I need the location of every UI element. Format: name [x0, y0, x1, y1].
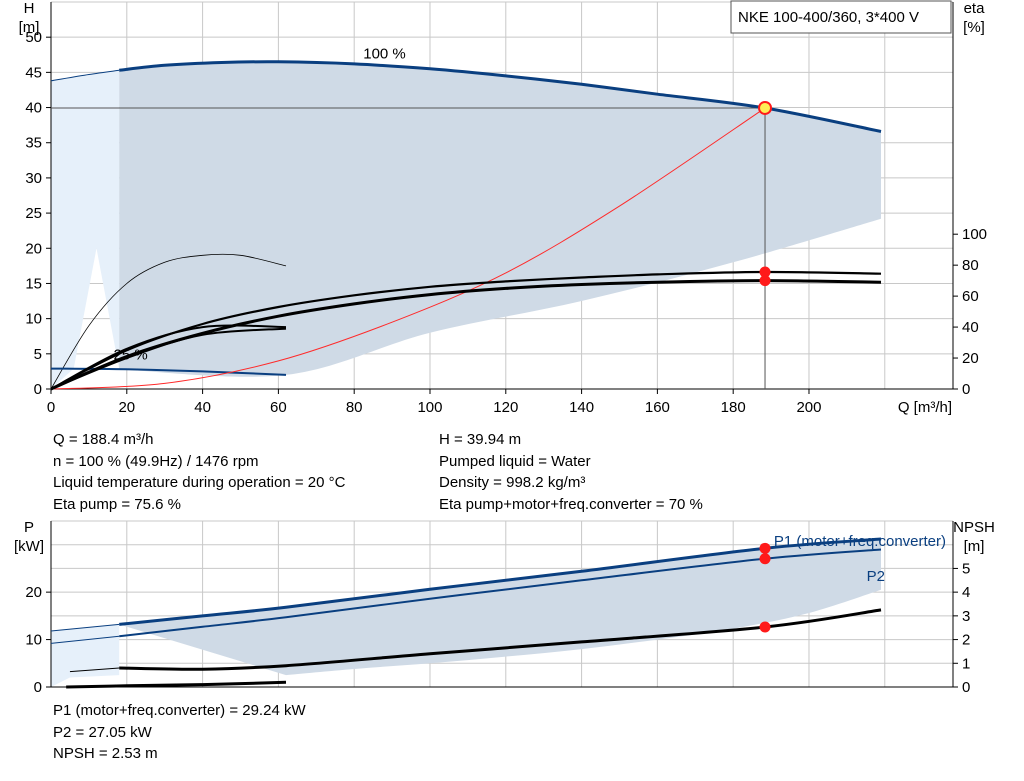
- y2-tick-label: 4: [962, 584, 970, 601]
- x-tick-label: 180: [721, 399, 746, 416]
- y-axis-label: P [kW]: [14, 519, 44, 555]
- readout-p2: P2 = 27.05 kW: [53, 723, 152, 741]
- p2-curve-extension: [50, 635, 120, 644]
- operating-area-light: [51, 624, 120, 687]
- system-curve: [50, 107, 766, 390]
- y-tick-label: 10: [25, 311, 42, 328]
- p1-curve-extension: [50, 623, 120, 632]
- pump-label-box: NKE 100-400/360, 3*400 V: [730, 0, 952, 34]
- y-tick-label: 20: [25, 240, 42, 257]
- head-curve-extension: [50, 69, 120, 82]
- y-tick-label: 50: [25, 29, 42, 46]
- y2-tick-label: 1: [962, 655, 970, 672]
- duty-point-npsh-marker: [759, 621, 771, 633]
- y-tick-label: 40: [25, 100, 42, 117]
- readout-pumped-liquid: Pumped liquid = Water: [439, 452, 591, 470]
- x-tick-label: 80: [346, 399, 363, 416]
- operating-area: [119, 61, 881, 377]
- y-tick-label: 30: [25, 170, 42, 187]
- pump-label: NKE 100-400/360, 3*400 V: [738, 9, 919, 26]
- readout-density: Density = 998.2 kg/m³: [439, 474, 586, 491]
- y2-tick-label: 60: [962, 288, 979, 305]
- speed-label-25: 25 %: [113, 346, 147, 363]
- operating-area-light: [51, 70, 120, 390]
- operating-area: [119, 539, 881, 676]
- readout-npsh: NPSH = 2.53 m: [53, 745, 158, 762]
- y-tick-label: 25: [25, 205, 42, 222]
- y-tick-label: 35: [25, 135, 42, 152]
- duty-point-p1-marker: [759, 542, 771, 554]
- duty-point-eta-total-marker: [759, 275, 771, 287]
- y-tick-label: 45: [25, 64, 42, 81]
- eta-pump-curve: [50, 270, 882, 390]
- x-tick-label: 120: [493, 399, 518, 416]
- readout-speed: n = 100 % (49.9Hz) / 1476 rpm: [53, 452, 259, 470]
- readout-liquid-temperature: Liquid temperature during operation = 20…: [53, 474, 346, 491]
- y2-tick-label: 5: [962, 560, 970, 577]
- y2-tick-label: 2: [962, 632, 970, 649]
- eta-total-curve: [50, 279, 882, 391]
- x-tick-label: 40: [194, 399, 211, 416]
- power-npsh-chart: 0 10 20 0 1 2 3 4 5 P [kW] NPSH [m] P1 (motor+freq.co…: [14, 519, 995, 696]
- npsh-curve-extension: [69, 667, 120, 673]
- head-efficiency-chart: 0 5 10 15 20 25 30 35 40 45 50 0 20 40 60 80 100 0 20 40 60 8…: [19, 0, 987, 416]
- y-axis-label: H [m]: [19, 0, 40, 36]
- y-tick-label: 20: [25, 584, 42, 601]
- x-tick-label: 160: [645, 399, 670, 416]
- readout-flow: Q = 188.4 m³/h: [53, 431, 154, 448]
- duty-point-eta-pump-marker: [759, 266, 771, 278]
- y2-tick-label: 100: [962, 226, 987, 243]
- speed-label-100: 100 %: [363, 45, 406, 62]
- readouts-bottom: P1 (motor+freq.converter) = 29.24 kW P2 …: [53, 700, 306, 765]
- duty-point-p2-marker: [759, 553, 771, 565]
- readout-eta-pump: Eta pump = 75.6 %: [53, 495, 181, 513]
- duty-point-head-marker: [758, 100, 773, 115]
- y2-axis-label: eta [%]: [963, 0, 985, 36]
- y2-tick-label: 40: [962, 319, 979, 336]
- y-tick-label: 15: [25, 275, 42, 292]
- readout-head: H = 39.94 m: [439, 431, 522, 448]
- npsh-curve-low-speed: [66, 680, 287, 689]
- readouts-right: H = 39.94 m Pumped liquid = Water Densit…: [439, 429, 703, 515]
- head-curve-low-speed: [50, 253, 287, 390]
- p1-legend-label: P1 (motor+freq.converter): [774, 533, 946, 550]
- y-tick-label: 0: [34, 381, 42, 398]
- y2-tick-label: 20: [962, 350, 979, 367]
- x-tick-label: 140: [569, 399, 594, 416]
- head-curve-max-speed: [119, 60, 882, 133]
- y2-tick-label: 3: [962, 608, 970, 625]
- readouts-left: Q = 188.4 m³/h n = 100 % (49.9Hz) / 1476…: [53, 429, 345, 515]
- x-tick-label: 0: [47, 399, 55, 416]
- y2-axis-label: NPSH [m]: [953, 519, 995, 555]
- y-tick-label: 10: [25, 632, 42, 649]
- readout-p1: P1 (motor+freq.converter) = 29.24 kW: [53, 702, 306, 719]
- y-tick-label: 0: [34, 679, 42, 696]
- y2-tick-label: 0: [962, 381, 970, 398]
- x-tick-label: 100: [417, 399, 442, 416]
- x-tick-label: 200: [796, 399, 821, 416]
- y-tick-label: 5: [34, 346, 42, 363]
- readout-eta-total: Eta pump+motor+freq.converter = 70 %: [439, 495, 703, 513]
- p2-legend-label: P2: [867, 568, 885, 585]
- x-tick-label: 20: [118, 399, 135, 416]
- y2-tick-label: 80: [962, 257, 979, 274]
- y2-tick-label: 0: [962, 679, 970, 696]
- x-axis-label: Q [m³/h]: [898, 399, 952, 416]
- x-tick-label: 60: [270, 399, 287, 416]
